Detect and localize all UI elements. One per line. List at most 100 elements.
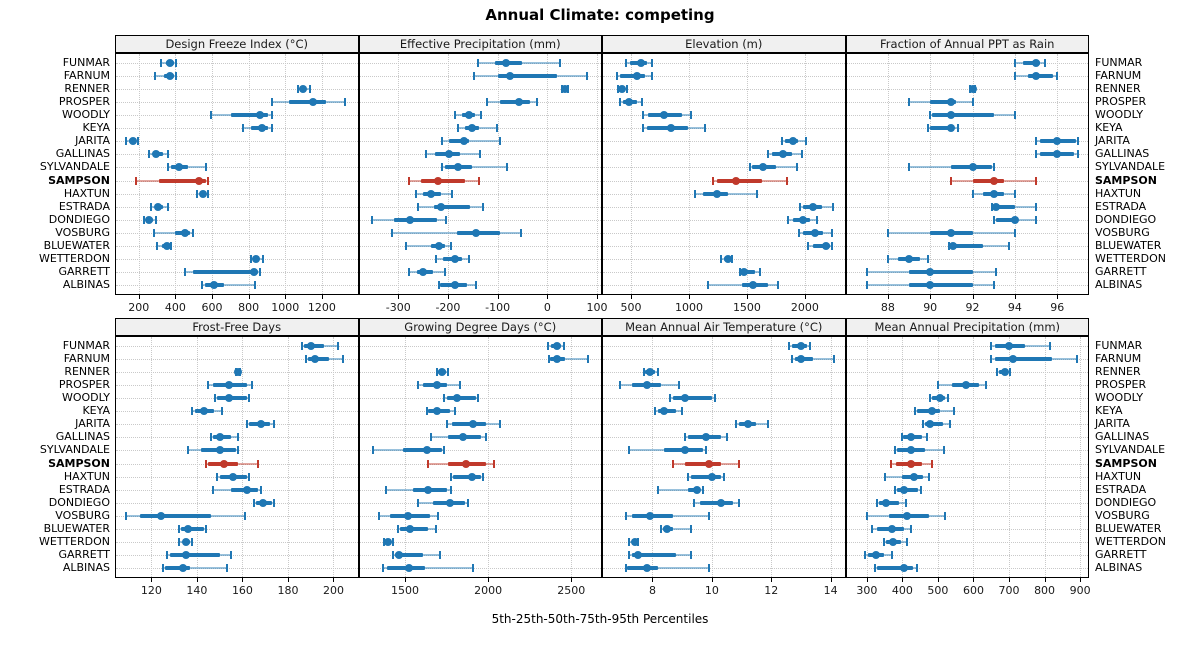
site-label-haxtun: HAXTUN (63, 469, 110, 483)
row-gridline (359, 167, 601, 169)
median-dot (163, 241, 172, 250)
row-gridline (603, 102, 845, 104)
site-label-prosper: PROSPER (58, 378, 110, 392)
whisker-cap-95th (492, 459, 495, 468)
row-gridline (116, 180, 358, 182)
median-dot (229, 472, 238, 481)
median-dot (258, 124, 267, 133)
row-gridline (359, 193, 601, 195)
gridline-vertical (1044, 337, 1046, 577)
median-dot (454, 163, 463, 172)
median-dot (299, 85, 308, 94)
whisker-cap-95th (258, 267, 261, 276)
median-dot (471, 228, 480, 237)
whisker-cap-95th (657, 368, 660, 377)
whisker-cap-5th (300, 342, 303, 350)
whisker-range-5-95 (548, 358, 588, 361)
whisker-cap-95th (261, 254, 264, 263)
row-gridline (359, 385, 601, 387)
gridline-vertical (398, 54, 400, 294)
whisker-range-25-75 (631, 552, 677, 557)
whisker-cap-5th (950, 176, 953, 185)
median-dot (427, 189, 436, 198)
whisker-cap-5th (153, 228, 156, 237)
row-gridline (116, 568, 358, 569)
median-dot (250, 267, 259, 276)
whisker-cap-95th (273, 498, 276, 507)
median-dot (453, 394, 462, 403)
whisker-cap-95th (434, 524, 437, 533)
median-dot (405, 215, 414, 224)
median-dot (758, 163, 767, 172)
row-gridline (116, 285, 358, 286)
whisker-cap-5th (457, 124, 460, 133)
whisker-cap-95th (713, 394, 716, 403)
whisker-range-25-75 (930, 100, 956, 105)
axis-tick (547, 295, 549, 299)
whisker-range-25-75 (497, 74, 558, 79)
site-label-dondiego: DONDIEGO (48, 495, 110, 509)
row-gridline (603, 528, 845, 530)
median-dot (1010, 215, 1019, 224)
axis-tick (902, 578, 904, 582)
row-gridline (359, 398, 601, 400)
whisker-cap-95th (651, 59, 654, 67)
whisker-cap-95th (690, 550, 693, 559)
gridline-vertical (866, 337, 868, 577)
row-gridline (359, 346, 601, 347)
site-label-renner: RENNER (64, 365, 110, 379)
row-gridline (846, 76, 1088, 78)
median-dot (798, 215, 807, 224)
row-gridline (116, 76, 358, 78)
whisker-range-25-75 (169, 552, 220, 557)
axis-tick-label: 120 (140, 584, 162, 597)
gridline-vertical (175, 54, 177, 294)
gridline-vertical (887, 54, 889, 294)
row-gridline (846, 359, 1088, 361)
row-gridline (603, 206, 845, 208)
axis-tick-label: 800 (1034, 584, 1056, 597)
median-dot (165, 59, 174, 67)
site-label-jarita: JARITA (1095, 134, 1130, 148)
axis-tick (887, 295, 889, 299)
median-dot (306, 342, 315, 350)
whisker-cap-95th (499, 137, 502, 146)
median-dot (743, 420, 752, 429)
row-gridline (846, 141, 1088, 143)
whisker-cap-5th (404, 241, 407, 250)
axis-tick (937, 578, 939, 582)
whisker-cap-5th (209, 433, 212, 442)
row-gridline (846, 128, 1088, 130)
whisker-cap-5th (546, 342, 549, 350)
gridline-vertical (447, 54, 449, 294)
whisker-cap-5th (990, 342, 993, 350)
median-dot (989, 189, 998, 198)
row-gridline (603, 63, 845, 64)
whisker-cap-95th (707, 564, 710, 572)
axis-tick-label: 200 (322, 584, 344, 597)
row-gridline (116, 219, 358, 221)
whisker-cap-95th (474, 281, 477, 289)
panel-fraction-of-annual-ppt-as-rain (845, 53, 1089, 295)
whisker-range-25-75 (400, 526, 429, 531)
site-label-woodly: WOODLY (1095, 391, 1144, 405)
whisker-cap-5th (205, 459, 208, 468)
whisker-cap-5th (883, 472, 886, 481)
whisker-cap-5th (654, 407, 657, 416)
whisker-cap-95th (170, 241, 173, 250)
whisker-cap-95th (722, 472, 725, 481)
row-gridline (359, 141, 601, 143)
axis-tick (804, 295, 806, 299)
whisker-range-25-75 (685, 461, 721, 466)
whisker-cap-95th (506, 163, 509, 172)
axis-tick-label: 2500 (557, 584, 586, 597)
site-label-sylvandale: SYLVANDALE (1095, 160, 1166, 174)
row-gridline (603, 372, 845, 374)
whisker-range-5-95 (202, 284, 255, 286)
whisker-cap-5th (250, 254, 253, 263)
axis-tick-label: 700 (998, 584, 1020, 597)
gridline-vertical (321, 54, 323, 294)
median-dot (258, 498, 267, 507)
whisker-cap-95th (815, 215, 818, 224)
